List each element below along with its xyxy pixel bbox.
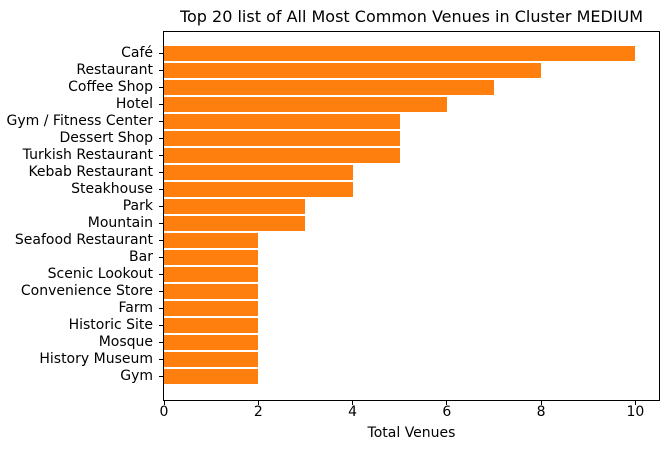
y-tick-label: Historic Site — [68, 317, 153, 333]
y-tick-mark — [159, 359, 163, 360]
bar — [164, 130, 400, 146]
y-tick-label: Bar — [129, 249, 153, 265]
x-tick-label: 2 — [253, 404, 263, 420]
y-tick-mark — [159, 223, 163, 224]
y-tick-label: History Museum — [39, 351, 153, 367]
bar — [164, 45, 636, 61]
y-tick-mark — [159, 325, 163, 326]
bar — [164, 96, 447, 112]
y-tick-label: Coffee Shop — [68, 79, 153, 95]
y-tick-mark — [159, 172, 163, 173]
y-tick-label: Seafood Restaurant — [14, 232, 153, 248]
y-tick-label: Kebab Restaurant — [28, 164, 153, 180]
plot-area — [163, 31, 660, 401]
bar — [164, 181, 353, 197]
y-tick-mark — [159, 206, 163, 207]
x-tick-mark — [352, 401, 354, 405]
x-tick-label: 4 — [348, 404, 358, 420]
y-tick-label: Mountain — [87, 215, 153, 231]
y-tick-label: Mosque — [98, 334, 153, 350]
bar — [164, 147, 400, 163]
bar — [164, 283, 259, 299]
y-tick-mark — [159, 189, 163, 190]
y-tick-mark — [159, 257, 163, 258]
x-tick-label: 10 — [626, 404, 645, 420]
y-tick-label: Gym — [120, 368, 153, 384]
bar — [164, 266, 259, 282]
y-tick-mark — [159, 240, 163, 241]
y-tick-label: Café — [121, 45, 153, 61]
bar — [164, 334, 259, 350]
bar — [164, 368, 259, 384]
x-tick-label: 0 — [159, 404, 169, 420]
y-tick-label: Restaurant — [76, 62, 153, 78]
y-tick-label: Dessert Shop — [59, 130, 153, 146]
bar — [164, 62, 542, 78]
bar — [164, 215, 306, 231]
y-tick-mark — [159, 104, 163, 105]
chart-title: Top 20 list of All Most Common Venues in… — [179, 7, 644, 26]
x-tick-mark — [446, 401, 448, 405]
y-tick-label: Park — [122, 198, 153, 214]
y-tick-label: Farm — [118, 300, 154, 316]
x-tick-mark — [257, 401, 259, 405]
y-tick-mark — [159, 342, 163, 343]
y-tick-mark — [159, 53, 163, 54]
bar — [164, 300, 259, 316]
bar — [164, 351, 259, 367]
y-tick-label: Hotel — [115, 96, 153, 112]
y-tick-label: Turkish Restaurant — [22, 147, 153, 163]
bar — [164, 198, 306, 214]
y-tick-label: Gym / Fitness Center — [6, 113, 153, 129]
y-tick-mark — [159, 70, 163, 71]
x-tick-mark — [540, 401, 542, 405]
bar — [164, 164, 353, 180]
x-axis-label: Total Venues — [367, 425, 456, 441]
y-tick-label: Scenic Lookout — [47, 266, 153, 282]
y-tick-mark — [159, 308, 163, 309]
x-tick-mark — [634, 401, 636, 405]
bar — [164, 317, 259, 333]
y-tick-mark — [159, 138, 163, 139]
bar — [164, 79, 494, 95]
y-tick-label: Steakhouse — [71, 181, 153, 197]
x-tick-label: 8 — [536, 404, 546, 420]
y-tick-mark — [159, 376, 163, 377]
y-tick-mark — [159, 121, 163, 122]
y-tick-mark — [159, 155, 163, 156]
y-tick-label: Convenience Store — [20, 283, 153, 299]
y-tick-mark — [159, 291, 163, 292]
x-tick-mark — [163, 401, 165, 405]
x-tick-label: 6 — [442, 404, 452, 420]
bar — [164, 232, 259, 248]
bar — [164, 249, 259, 265]
y-tick-mark — [159, 274, 163, 275]
y-tick-mark — [159, 87, 163, 88]
bar — [164, 113, 400, 129]
